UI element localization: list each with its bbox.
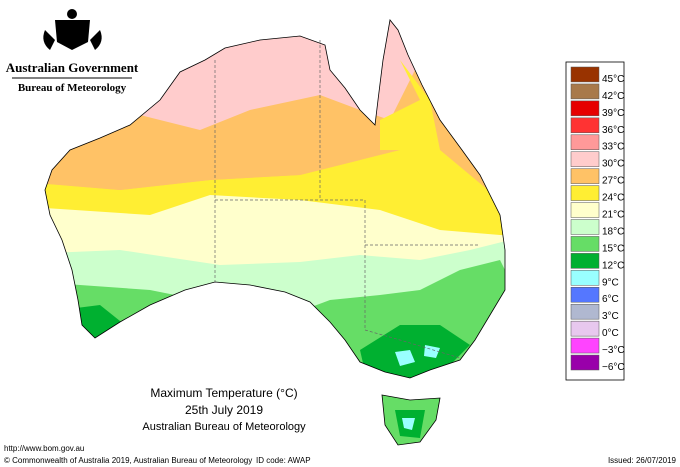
legend-swatch bbox=[570, 303, 600, 320]
map-title: Maximum Temperature (°C) bbox=[150, 386, 297, 400]
legend-label: 21°C bbox=[602, 210, 624, 221]
legend-swatch bbox=[570, 219, 600, 235]
crest bbox=[43, 9, 102, 50]
legend-swatch bbox=[570, 253, 600, 269]
legend-swatch bbox=[570, 134, 600, 150]
legend-label: −6°C bbox=[602, 362, 625, 373]
legend-label: −3°C bbox=[602, 345, 625, 356]
legend-label: 39°C bbox=[602, 108, 624, 119]
legend-label: 18°C bbox=[602, 226, 624, 237]
legend-swatch bbox=[570, 66, 600, 83]
legend-swatch bbox=[570, 202, 600, 218]
map-source: Australian Bureau of Meteorology bbox=[142, 421, 306, 433]
legend-label: 24°C bbox=[602, 193, 624, 204]
legend-swatch bbox=[570, 151, 600, 167]
legend-swatch bbox=[570, 236, 600, 252]
legend-label: 6°C bbox=[602, 294, 619, 305]
legend-swatch bbox=[570, 337, 600, 354]
legend-label: 27°C bbox=[602, 176, 624, 187]
legend-label: 33°C bbox=[602, 142, 624, 153]
legend-swatch bbox=[570, 320, 600, 337]
legend-swatch bbox=[570, 168, 600, 184]
legend-swatch bbox=[570, 100, 600, 117]
legend-label: 30°C bbox=[602, 159, 624, 170]
state-borders bbox=[214, 40, 480, 359]
legend-label: 0°C bbox=[602, 328, 619, 339]
legend-label: 45°C bbox=[602, 74, 624, 85]
government-name: Australian Government bbox=[6, 60, 139, 75]
agency-name: Bureau of Meteorology bbox=[18, 82, 127, 94]
coastline bbox=[44, 19, 506, 446]
legend-label: 12°C bbox=[602, 260, 624, 271]
footer-copyright: © Commonwealth of Australia 2019, Austra… bbox=[4, 456, 252, 465]
legend-label: 15°C bbox=[602, 243, 624, 254]
legend-label: 9°C bbox=[602, 277, 619, 288]
footer-id: ID code: AWAP bbox=[256, 456, 311, 465]
legend-swatch bbox=[570, 117, 600, 134]
legend-swatch bbox=[570, 287, 600, 303]
legend-swatch bbox=[570, 354, 600, 371]
legend-label: 3°C bbox=[602, 311, 619, 322]
footer-issued: Issued: 26/07/2019 bbox=[608, 456, 677, 465]
footer-url: http://www.bom.gov.au bbox=[4, 444, 84, 453]
legend-label: 42°C bbox=[602, 91, 624, 102]
legend-swatch bbox=[570, 83, 600, 100]
map-date: 25th July 2019 bbox=[185, 403, 263, 417]
legend-swatch bbox=[570, 185, 600, 201]
legend-swatch bbox=[570, 270, 600, 286]
legend-label: 36°C bbox=[602, 125, 624, 136]
legend: 45°C 42°C 39°C 36°C 33°C 30°C 27°C 24°C 21°C 18°C… bbox=[570, 66, 625, 373]
